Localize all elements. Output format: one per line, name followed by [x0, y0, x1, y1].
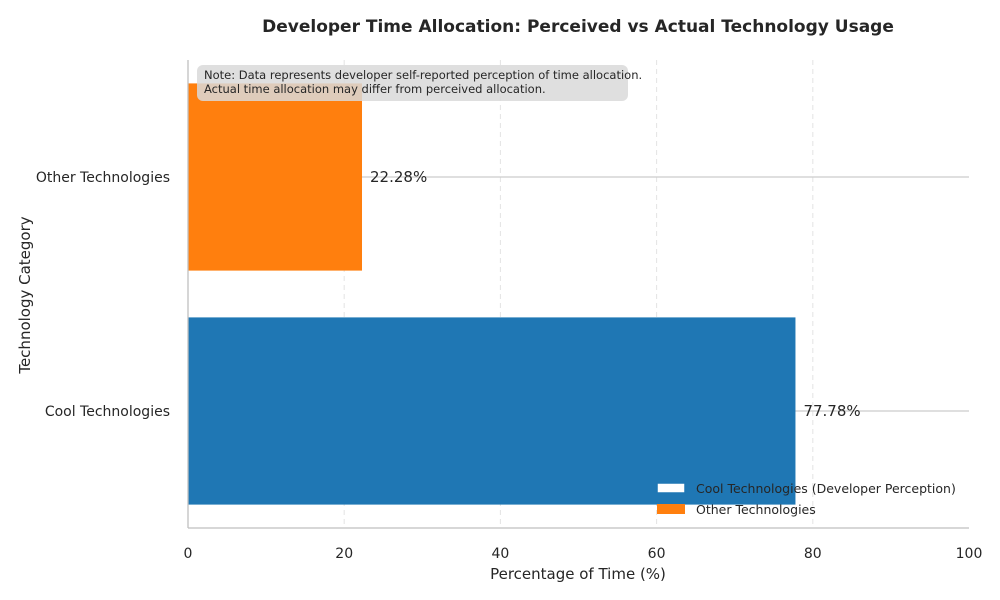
legend-label: Other Technologies — [696, 502, 816, 517]
x-tick-label: 20 — [335, 546, 353, 562]
legend: Cool Technologies (Developer Perception)… — [656, 481, 956, 517]
x-tick-label: 80 — [804, 546, 822, 562]
bars — [188, 83, 796, 505]
legend-swatch — [656, 482, 686, 494]
y-tick-label: Cool Technologies — [45, 404, 170, 420]
y-tick-labels: Other Technologies Cool Technologies — [36, 170, 170, 420]
y-axis-label: Technology Category — [16, 216, 34, 374]
x-tick-label: 100 — [956, 546, 983, 562]
legend-swatch — [657, 504, 685, 514]
y-tick-label: Other Technologies — [36, 170, 170, 186]
x-tick-label: 40 — [491, 546, 509, 562]
legend-label: Cool Technologies (Developer Perception) — [696, 481, 956, 496]
bar-value-label: 77.78% — [803, 402, 860, 420]
value-labels: 22.28% 77.78% — [370, 168, 861, 420]
bar-value-label: 22.28% — [370, 168, 427, 186]
bar — [188, 83, 363, 271]
note-box-background — [197, 65, 628, 101]
bar — [188, 317, 796, 505]
chart-title: Developer Time Allocation: Perceived vs … — [262, 17, 894, 37]
x-axis-label: Percentage of Time (%) — [490, 565, 666, 583]
note-box: Note: Data represents developer self-rep… — [197, 65, 642, 101]
note-line-1: Note: Data represents developer self-rep… — [204, 68, 642, 82]
note-line-2: Actual time allocation may differ from p… — [204, 82, 546, 96]
x-tick-label: 0 — [184, 546, 193, 562]
x-tick-labels: 0 20 40 60 80 100 — [184, 546, 983, 562]
x-tick-label: 60 — [648, 546, 666, 562]
